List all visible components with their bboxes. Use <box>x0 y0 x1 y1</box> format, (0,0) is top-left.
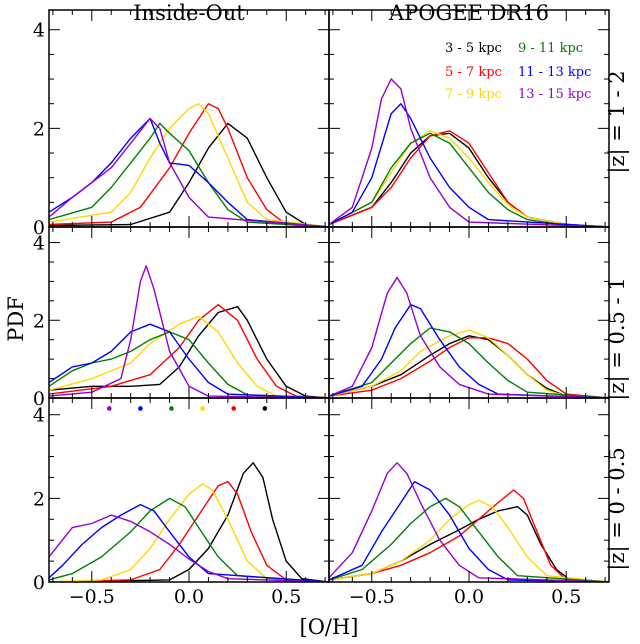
series-line-2 <box>49 315 329 398</box>
series-line-2 <box>329 329 609 398</box>
x-tick-label: 0.5 <box>551 586 581 608</box>
series-line-2 <box>49 103 329 227</box>
legend: 3 - 5 kpc 9 - 11 kpc 5 - 7 kpc 11 - 13 kpc 7… <box>445 41 591 102</box>
column-title-left: Inside-Out <box>133 1 245 25</box>
series-group <box>49 462 329 582</box>
series-line-4 <box>49 323 329 398</box>
marker-dot-1 <box>138 406 143 411</box>
column-title-right: APOGEE DR16 <box>388 1 549 25</box>
legend-entry-1: 9 - 11 kpc <box>518 41 583 56</box>
series-line-2 <box>329 499 609 582</box>
series-line-4 <box>329 103 609 227</box>
series-line-2 <box>329 130 609 227</box>
series-line-5 <box>49 117 329 227</box>
series-line-3 <box>329 497 609 582</box>
series-line-1 <box>49 480 329 582</box>
y-tick-label: 0 <box>33 388 45 410</box>
series-line-3 <box>329 327 609 398</box>
series-line-5 <box>49 514 329 582</box>
series-group <box>329 78 609 227</box>
series-line-3 <box>49 122 329 227</box>
marker-dot-0 <box>106 406 112 411</box>
legend-entry-3: 11 - 13 kpc <box>518 65 591 80</box>
y-tick-label: 0 <box>33 217 45 239</box>
labels-layer: Inside-Out APOGEE DR16 PDF [O/H] |z| = 1… <box>4 1 630 639</box>
y-tick-label: 2 <box>33 488 45 510</box>
legend-entry-2: 5 - 7 kpc <box>445 65 502 80</box>
panel-r1-c0: 0 2 4 <box>33 226 330 410</box>
series-group <box>329 276 609 398</box>
x-tick-label: 0.0 <box>174 586 204 608</box>
series-line-1 <box>329 337 609 398</box>
series-line-4 <box>329 304 609 398</box>
y-tick-label: 4 <box>33 405 45 427</box>
panel-frame <box>48 9 330 228</box>
panel-frame <box>48 226 330 399</box>
series-line-3 <box>329 132 609 227</box>
y-tick-label: 2 <box>33 310 45 332</box>
row-label-top: |z| = 1 - 2 <box>605 70 630 173</box>
row-label-middle: |z| = 0.5 - 1 <box>605 277 630 400</box>
x-tick-label: −0.5 <box>69 586 115 608</box>
x-axis-label: [O/H] <box>300 615 359 639</box>
marker-dot-3 <box>200 406 205 411</box>
series-line-1 <box>49 304 329 398</box>
panel-r2-c0: 0 2 4 −0.5 0.0 0.5 <box>33 397 330 608</box>
series-line-0 <box>49 122 329 227</box>
series-line-1 <box>329 489 609 582</box>
panel-r0-c1 <box>328 9 610 228</box>
y-tick-label: 0 <box>33 572 45 594</box>
series-line-3 <box>49 497 329 582</box>
series-line-2 <box>49 483 329 582</box>
row-label-bottom: |z| = 0 - 0.5 <box>605 447 630 570</box>
marker-dot-2 <box>169 406 174 411</box>
series-line-0 <box>329 506 609 582</box>
series-line-4 <box>49 503 329 582</box>
legend-entry-0: 3 - 5 kpc <box>445 41 502 56</box>
marker-dot-5 <box>262 406 268 411</box>
y-tick-label: 4 <box>33 233 45 255</box>
series-line-5 <box>329 78 609 227</box>
panel-frame <box>48 397 330 583</box>
legend-entry-4: 7 - 9 kpc <box>445 87 502 102</box>
series-line-0 <box>49 306 329 398</box>
panel-frame <box>328 397 610 583</box>
panel-r2-c1: −0.5 0.0 0.5 <box>328 397 610 608</box>
x-tick-label: 0.0 <box>454 586 484 608</box>
marker-dot-4 <box>231 406 237 411</box>
x-tick-label: 0.5 <box>271 586 301 608</box>
legend-entry-5: 13 - 15 kpc <box>518 87 591 102</box>
series-line-0 <box>49 462 329 582</box>
series-group <box>49 265 329 398</box>
series-line-5 <box>329 462 609 582</box>
series-group <box>329 462 609 582</box>
series-group <box>49 103 329 227</box>
y-axis-label: PDF <box>4 296 28 342</box>
series-line-1 <box>49 103 329 227</box>
series-line-4 <box>49 117 329 227</box>
y-tick-label: 2 <box>33 118 45 140</box>
panel-r1-c1 <box>328 226 610 399</box>
y-tick-label: 4 <box>33 20 45 42</box>
series-line-4 <box>329 480 609 582</box>
panel-frame <box>328 226 610 399</box>
panel-r0-c0: 0 2 4 <box>33 9 330 239</box>
series-line-5 <box>49 265 329 398</box>
x-tick-label: −0.5 <box>349 586 395 608</box>
